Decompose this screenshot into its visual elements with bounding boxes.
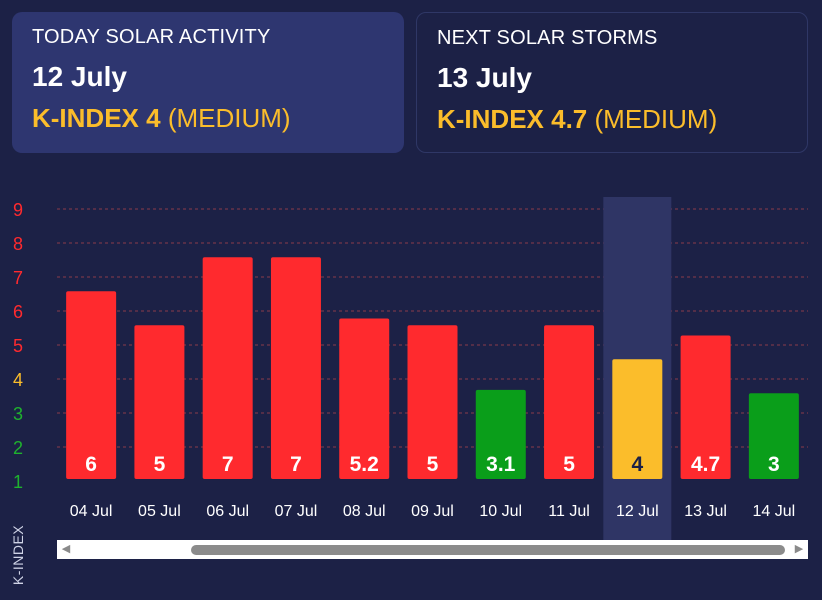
today-k-index-value: K-INDEX 4 [32, 103, 161, 133]
next-card-label: NEXT SOLAR STORMS [437, 27, 658, 49]
bar[interactable] [66, 291, 117, 479]
y-tick-label: 6 [13, 302, 23, 322]
bar[interactable] [612, 359, 663, 479]
bar-value-label: 7 [222, 453, 234, 476]
bar-value-label: 5 [154, 453, 166, 476]
bar[interactable] [544, 325, 595, 479]
next-card-date: 13 July [437, 62, 532, 93]
bar[interactable] [202, 257, 253, 479]
bar[interactable] [270, 257, 321, 479]
next-k-index-value: K-INDEX 4.7 [437, 104, 588, 134]
chart-horizontal-scrollbar[interactable]: ◀ ▶ [57, 540, 808, 559]
bars: 6 5 7 7 5.2 5 3.1 5 4 4.7 3 [66, 257, 799, 479]
today-card-label: TODAY SOLAR ACTIVITY [32, 26, 271, 48]
y-axis-title: K-INDEX [0, 520, 36, 590]
bar-value-label: 7 [290, 453, 302, 476]
y-tick-label: 3 [13, 404, 23, 424]
y-tick-label: 5 [13, 336, 23, 356]
x-tick-label: 12 Jul [616, 503, 659, 520]
bar-value-label: 5 [563, 453, 575, 476]
x-axis-ticks: 04 Jul 05 Jul 06 Jul 07 Jul 08 Jul 09 Jul 10 J… [70, 503, 795, 520]
x-tick-label: 05 Jul [138, 503, 181, 520]
bar[interactable] [475, 389, 526, 479]
bar-value-label: 6 [85, 453, 97, 476]
x-tick-label: 13 Jul [684, 503, 727, 520]
scroll-left-arrow-icon[interactable]: ◀ [61, 543, 71, 555]
bar[interactable] [680, 335, 731, 480]
scroll-right-arrow-icon[interactable]: ▶ [794, 543, 804, 555]
bar-value-label: 5.2 [350, 453, 379, 476]
bar[interactable] [339, 318, 390, 480]
bar-value-label: 3.1 [486, 453, 516, 476]
y-tick-label: 1 [13, 472, 23, 492]
y-tick-label: 9 [13, 200, 23, 220]
x-tick-label: 11 Jul [548, 503, 590, 520]
x-tick-label: 14 Jul [753, 503, 796, 520]
scroll-thumb[interactable] [191, 545, 785, 555]
x-tick-label: 04 Jul [70, 503, 113, 520]
bar-value-label: 3 [768, 453, 780, 476]
bar[interactable] [134, 325, 185, 479]
next-k-index-level: (MEDIUM) [594, 104, 718, 134]
next-k-index: K-INDEX 4.7 (MEDIUM) [437, 104, 787, 135]
today-k-index: K-INDEX 4 (MEDIUM) [32, 103, 384, 134]
k-index-chart: 1 2 3 4 5 6 7 8 9 6 5 7 7 5.2 5 3.1 5 4 4.7 3 04 Jul 05 Jul… [13, 197, 808, 540]
today-card-date: 12 July [32, 61, 127, 92]
x-tick-label: 06 Jul [206, 503, 249, 520]
today-k-index-level: (MEDIUM) [167, 103, 291, 133]
bar-value-label: 4.7 [691, 453, 720, 476]
next-storms-card: NEXT SOLAR STORMS 13 July K-INDEX 4.7 (M… [416, 12, 808, 153]
bar[interactable] [748, 393, 799, 479]
today-activity-card: TODAY SOLAR ACTIVITY 12 July K-INDEX 4 (… [12, 12, 404, 153]
y-axis-ticks: 1 2 3 4 5 6 7 8 9 [13, 200, 23, 492]
bar[interactable] [407, 325, 458, 479]
x-tick-label: 08 Jul [343, 503, 386, 520]
bar-value-label: 5 [427, 453, 439, 476]
y-axis-title-text: K-INDEX [10, 524, 26, 586]
bar-value-label: 4 [631, 453, 643, 476]
y-tick-label: 7 [13, 268, 23, 288]
x-tick-label: 07 Jul [275, 503, 318, 520]
y-tick-label: 4 [13, 370, 23, 390]
x-tick-label: 10 Jul [479, 503, 522, 520]
y-tick-label: 8 [13, 234, 23, 254]
y-tick-label: 2 [13, 438, 23, 458]
x-tick-label: 09 Jul [411, 503, 454, 520]
